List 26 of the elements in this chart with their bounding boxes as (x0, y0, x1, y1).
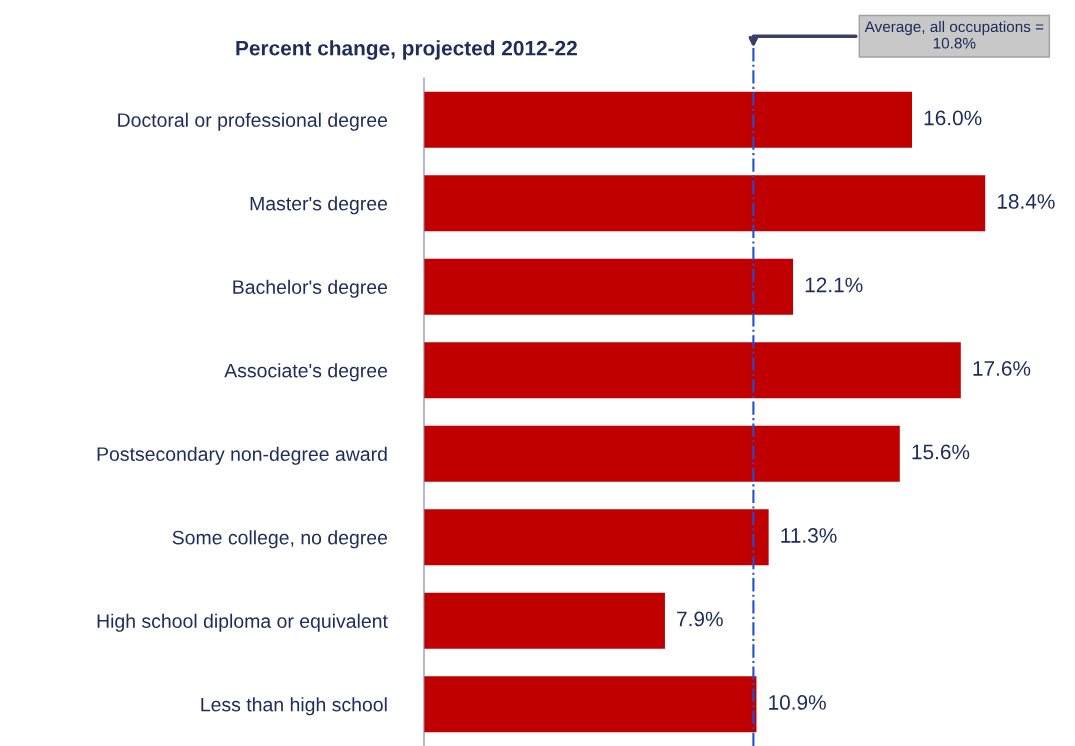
data-label: 11.3% (781, 528, 837, 543)
data-label: 18.4% (997, 194, 1055, 209)
y-tick-label: High school diploma or equivalent (97, 613, 388, 632)
bar (424, 425, 900, 482)
y-tick-label: Doctoral or professional degree (118, 112, 388, 131)
ref-line-label: Average, all occupations = 10.8% (864, 20, 1044, 49)
data-label: 10.9% (769, 695, 826, 710)
bar (424, 342, 961, 399)
y-tick-label: Postsecondary non-degree award (97, 446, 387, 465)
data-label: 12.1% (805, 277, 863, 293)
data-label: 16.0% (924, 110, 982, 126)
data-label: 7.9% (677, 611, 723, 627)
y-tick-label: Master's degree (250, 196, 388, 215)
y-tick-label: Bachelor's degree (233, 279, 388, 298)
y-tick-label: Less than high school (201, 697, 387, 716)
data-label: 17.6% (973, 361, 1031, 376)
bar (424, 175, 986, 232)
bar (424, 91, 913, 148)
bar (424, 592, 665, 649)
y-tick-label: Associate's degree (224, 363, 388, 382)
y-tick-label: Some college, no degree (172, 530, 388, 549)
bar (424, 258, 794, 315)
data-label: 15.6% (912, 444, 970, 460)
bar (424, 509, 769, 566)
chart-title: Percent change, projected 2012-22 (236, 40, 577, 60)
bar (424, 676, 757, 733)
